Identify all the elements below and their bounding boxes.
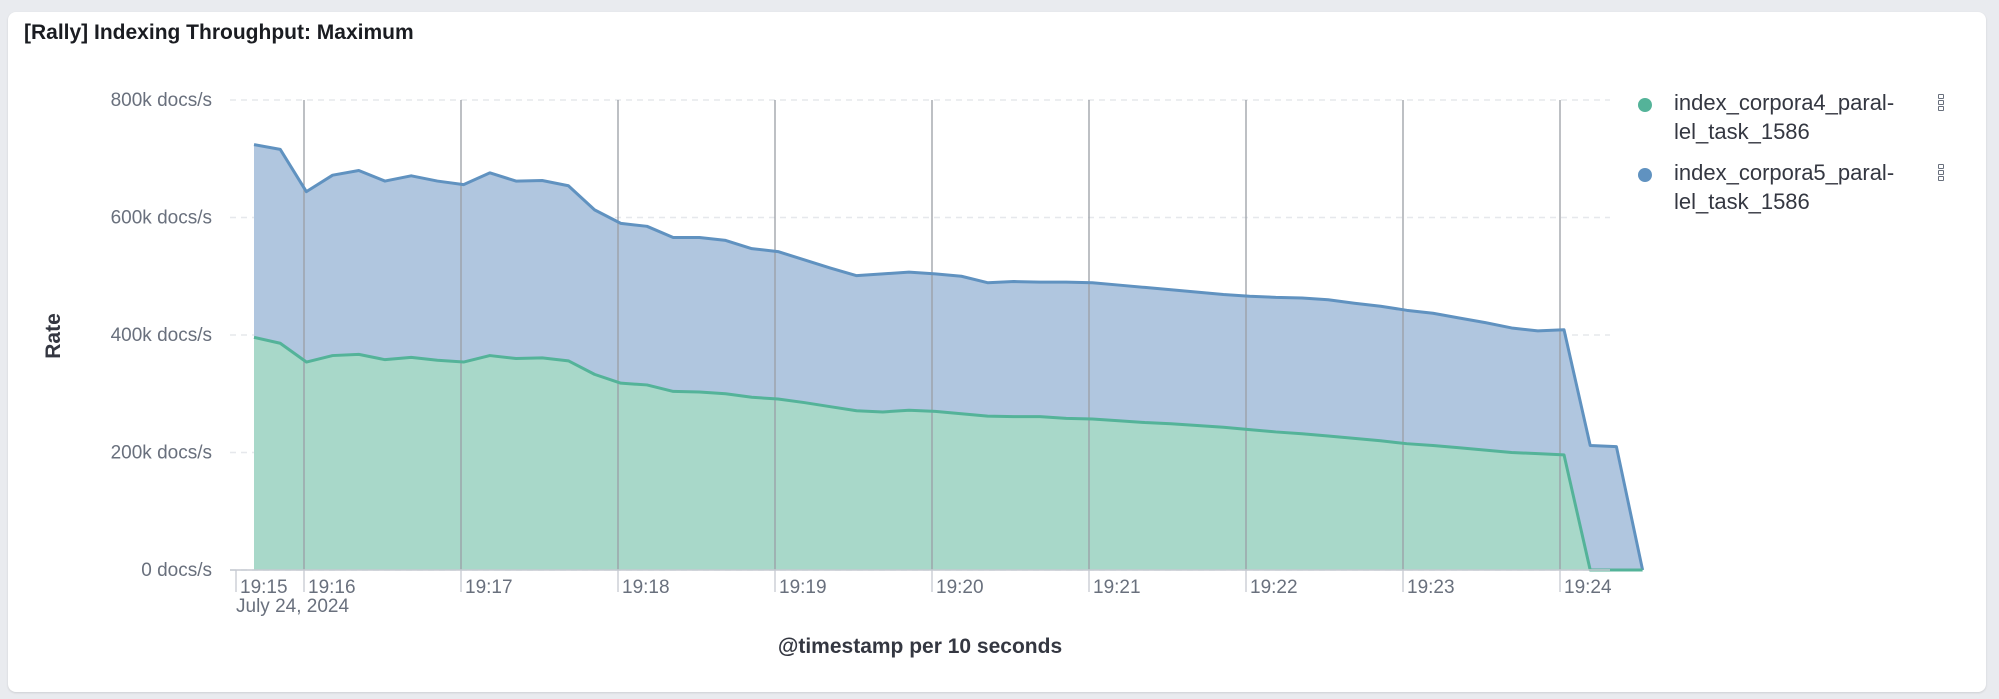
x-tick-label: 19:22 [1250, 577, 1298, 598]
y-tick-label: 800k docs/s [111, 90, 212, 111]
x-tick-label: 19:19 [779, 577, 827, 598]
x-tick-label: 19:20 [936, 577, 984, 598]
legend-actions-icon[interactable] [1938, 164, 1948, 186]
line-layer [253, 143, 1645, 572]
area-layer [254, 144, 1643, 570]
vline-layer [303, 100, 1561, 570]
legend-item-corpora4[interactable]: index_corpora4_paral-lel_task_1586 [1638, 88, 1968, 158]
x-tick-label: 19:24 [1564, 577, 1612, 598]
x-tick-label: 19:21 [1093, 577, 1141, 598]
legend-color-dot [1638, 98, 1652, 112]
x-tick-label: 19:23 [1407, 577, 1455, 598]
legend-label: index_corpora4_paral-lel_task_1586 [1674, 90, 1895, 144]
x-tick-label: 19:15 [240, 577, 288, 598]
x-tick-label: 19:18 [622, 577, 670, 598]
legend-item-corpora5[interactable]: index_corpora5_paral-lel_task_1586 [1638, 158, 1968, 228]
x-tick-date-label: July 24, 2024 [236, 596, 349, 617]
y-axis-title: Rate [42, 313, 65, 359]
x-tick-label: 19:16 [308, 577, 356, 598]
area-corpora5 [254, 144, 1643, 570]
line-corpora4 [253, 335, 1643, 572]
y-tick-label: 600k docs/s [111, 208, 212, 229]
x-tick-label: 19:17 [465, 577, 513, 598]
y-tick-label: 0 docs/s [141, 560, 212, 581]
panel-title: [Rally] Indexing Throughput: Maximum [24, 21, 414, 44]
legend-label: index_corpora5_paral-lel_task_1586 [1674, 160, 1895, 214]
x-axis-title: @timestamp per 10 seconds [778, 635, 1062, 658]
area-corpora4 [254, 337, 1643, 570]
y-tick-label: 200k docs/s [111, 443, 212, 464]
legend-color-dot [1638, 168, 1652, 182]
legend: index_corpora4_paral-lel_task_1586 index… [1638, 88, 1968, 228]
y-tick-label: 400k docs/s [111, 325, 212, 346]
legend-actions-icon[interactable] [1938, 94, 1948, 116]
axis-layer: 0 docs/s 200k docs/s 400k docs/s 600k docs/… [111, 90, 1612, 617]
line-corpora5 [253, 143, 1645, 571]
